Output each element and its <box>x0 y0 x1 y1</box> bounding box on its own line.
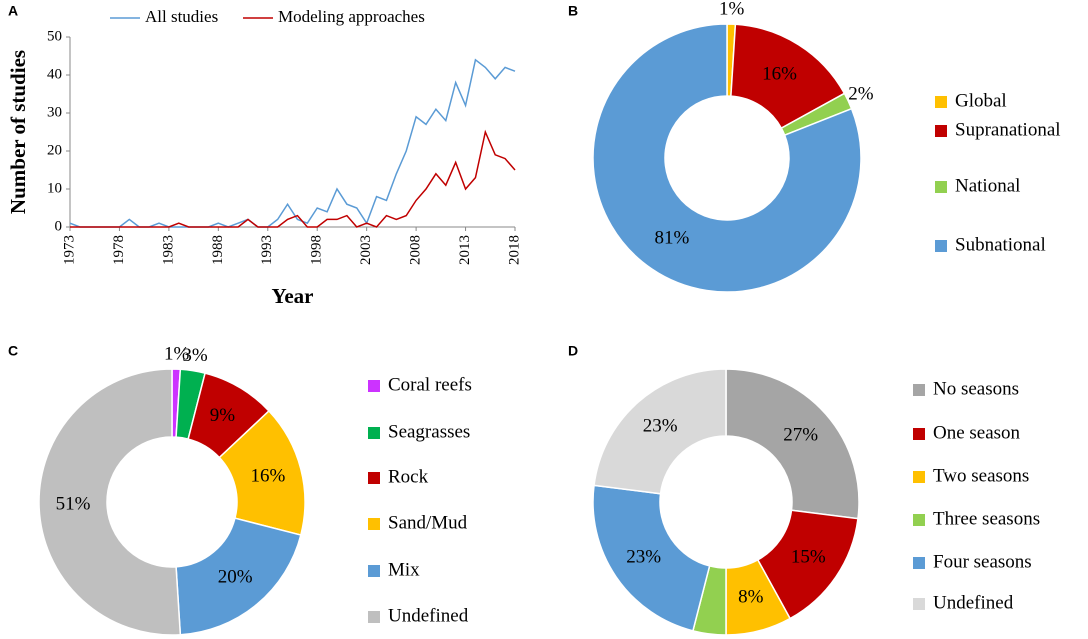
legend-swatch <box>935 240 947 252</box>
y-tick-label: 0 <box>55 218 63 234</box>
data-label: 1% <box>719 0 745 19</box>
legend-label: Modeling approaches <box>278 7 425 26</box>
x-axis-title: Year <box>272 284 314 308</box>
legend-swatch <box>913 514 925 526</box>
donut-slice <box>38 368 182 636</box>
legend-swatch <box>935 181 947 193</box>
legend-swatch <box>368 380 380 392</box>
legend-label: Supranational <box>955 119 1061 140</box>
data-label: 16% <box>762 64 797 85</box>
data-label: 4% <box>695 636 721 639</box>
data-label: 16% <box>250 466 285 487</box>
y-tick-label: 50 <box>47 28 62 44</box>
data-label: 3% <box>182 345 208 366</box>
legend-label: Seagrasses <box>388 421 470 442</box>
y-tick-label: 20 <box>47 142 62 158</box>
donut-slice <box>725 368 860 520</box>
series-line <box>70 129 516 228</box>
data-label: 20% <box>218 567 253 588</box>
legend-swatch <box>913 384 925 396</box>
donut-slice <box>593 368 727 495</box>
x-tick-label: 2018 <box>506 235 522 265</box>
data-label: 15% <box>791 546 826 567</box>
x-tick-label: 1973 <box>61 235 77 265</box>
legend-swatch <box>368 518 380 530</box>
y-tick-label: 10 <box>47 180 62 196</box>
legend-label: All studies <box>145 7 218 26</box>
legend-swatch <box>368 472 380 484</box>
data-label: 27% <box>783 425 818 446</box>
legend-label: One season <box>933 422 1021 443</box>
x-tick-label: 1983 <box>160 235 176 265</box>
series-line <box>69 58 516 228</box>
legend-swatch <box>368 565 380 577</box>
legend-swatch <box>913 598 925 610</box>
data-label: 81% <box>655 227 690 248</box>
legend-swatch <box>935 125 947 137</box>
y-axis-title: Number of studies <box>6 50 30 214</box>
data-label: 23% <box>643 416 678 437</box>
legend-label: Undefined <box>933 592 1014 613</box>
panel-letter: C <box>8 343 18 359</box>
data-label: 8% <box>738 587 764 608</box>
y-tick-label: 30 <box>47 104 62 120</box>
data-label: 9% <box>210 405 236 426</box>
data-label: 23% <box>626 546 661 567</box>
data-label: 2% <box>848 83 874 104</box>
legend-label: Undefined <box>388 605 469 626</box>
data-label: 51% <box>56 493 91 514</box>
legend-label: Three seasons <box>933 508 1040 529</box>
x-tick-label: 2013 <box>457 235 473 265</box>
legend-swatch <box>368 427 380 439</box>
panel-letter: B <box>568 3 578 19</box>
x-tick-label: 1988 <box>210 235 226 265</box>
legend-swatch <box>913 428 925 440</box>
legend-swatch <box>913 471 925 483</box>
x-tick-label: 1998 <box>309 235 325 265</box>
panel-letter: A <box>8 3 18 19</box>
x-tick-label: 1993 <box>259 235 275 265</box>
data-label: 1% <box>164 343 190 364</box>
legend-swatch <box>368 611 380 623</box>
donut-slice <box>175 517 302 636</box>
legend-label: National <box>955 175 1020 196</box>
legend-label: Four seasons <box>933 551 1032 572</box>
legend-label: Two seasons <box>933 465 1029 486</box>
x-tick-label: 2003 <box>358 235 374 265</box>
legend-label: Coral reefs <box>388 374 472 395</box>
legend-label: Mix <box>388 559 420 580</box>
legend-label: No seasons <box>933 378 1019 399</box>
y-tick-label: 40 <box>47 66 62 82</box>
x-tick-label: 1978 <box>111 235 127 265</box>
donut-slice <box>592 23 862 293</box>
legend-label: Rock <box>388 466 429 487</box>
x-tick-label: 2008 <box>408 235 424 265</box>
legend-label: Global <box>955 90 1007 111</box>
donut-slice <box>592 484 711 632</box>
panel-letter: D <box>568 343 578 359</box>
legend-label: Sand/Mud <box>388 512 468 533</box>
legend-label: Subnational <box>955 234 1046 255</box>
legend-swatch <box>913 557 925 569</box>
legend-swatch <box>935 96 947 108</box>
